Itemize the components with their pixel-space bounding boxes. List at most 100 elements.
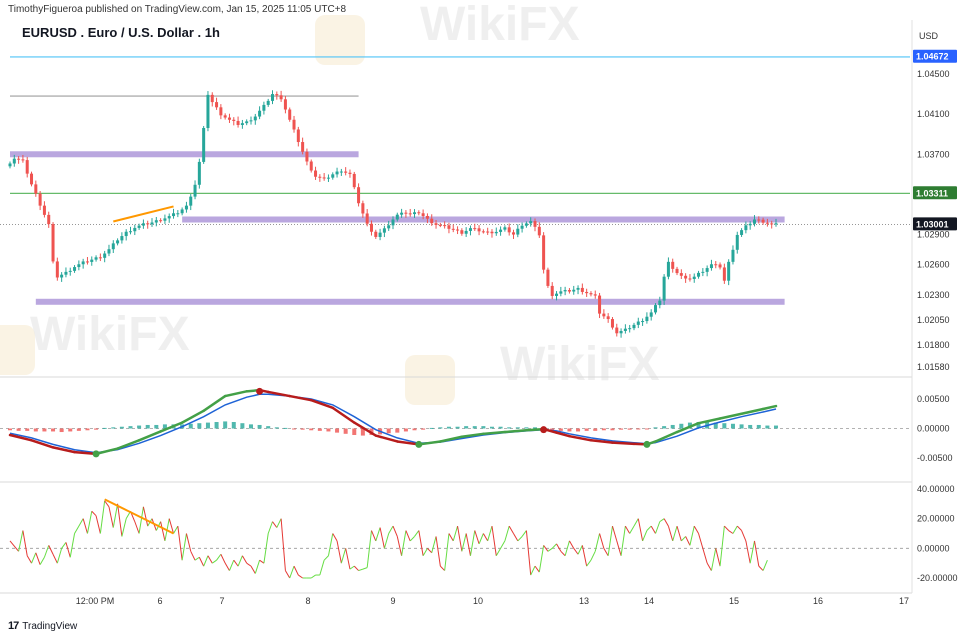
candle-body [30, 173, 34, 185]
macd-histogram-bar [214, 422, 219, 429]
macd-histogram-bar [601, 428, 606, 431]
time-tick-label: 15 [729, 596, 739, 606]
price-badge-label: 1.04672 [916, 52, 949, 62]
macd-line-segment [568, 434, 593, 442]
oscillator-line-segment [487, 525, 493, 542]
candle-body [395, 214, 399, 220]
oscillator-line-segment [121, 518, 127, 537]
candle-body [413, 212, 417, 215]
macd-histogram-bar [455, 426, 460, 429]
macd-histogram-bar [360, 428, 365, 436]
oscillator-line-segment [39, 556, 45, 565]
candle-body [632, 324, 636, 329]
macd-line-segment [675, 421, 700, 434]
candle-body [318, 176, 322, 178]
oscillator-line-segment [216, 553, 222, 561]
candle-body [679, 273, 683, 276]
oscillator-line-segment [272, 521, 278, 528]
macd-cross-marker [415, 440, 423, 448]
oscillator-line-segment [224, 562, 230, 571]
candle-body [451, 228, 455, 230]
candle-body [301, 142, 305, 152]
oscillator-line-segment [457, 525, 463, 552]
oscillator-line-segment [185, 533, 192, 552]
oscillator-line-segment [405, 530, 411, 542]
candle-body [180, 209, 184, 214]
price-trendline [113, 205, 174, 223]
oscillator-line-segment [758, 565, 764, 571]
watermark-logo-shape [405, 355, 455, 405]
candle-body [619, 330, 623, 334]
oscillator-pane [0, 498, 912, 579]
macd-histogram-bar [429, 427, 434, 429]
oscillator-line-segment [207, 555, 213, 564]
oscillator-line-segment [160, 521, 166, 542]
candle-body [288, 109, 292, 120]
oscillator-line-segment [78, 518, 84, 527]
macd-histogram-bar [326, 428, 331, 432]
macd-histogram-bar [8, 428, 12, 431]
macd-histogram-bar [59, 428, 64, 433]
candle-body [172, 213, 176, 217]
candle-body [511, 232, 516, 235]
oscillator-line-segment [513, 533, 519, 542]
candle-body [253, 116, 257, 121]
candle-body [146, 223, 150, 225]
macd-line-segment [51, 446, 76, 454]
candle-body [576, 287, 580, 290]
oscillator-line-segment [194, 556, 200, 561]
candle-body [219, 107, 223, 116]
oscillator-line-segment [349, 565, 355, 570]
candle-body [116, 240, 120, 244]
oscillator-line-segment [556, 543, 562, 552]
oscillator-line-segment [741, 530, 747, 542]
oscillator-line-segment [465, 533, 471, 556]
oscillator-line-segment [298, 574, 303, 579]
oscillator-line-segment [104, 500, 110, 508]
oscillator-line-segment [719, 526, 725, 567]
candle-body [240, 123, 244, 125]
candle-body [770, 223, 774, 225]
macd-histogram-bar [292, 428, 297, 430]
macd-line-segment [116, 439, 141, 450]
oscillator-line-segment [461, 533, 467, 552]
oscillator-line-segment [358, 568, 364, 572]
oscillator-line-segment [607, 526, 613, 556]
macd-histogram-bar [240, 423, 245, 429]
candle-body [387, 225, 391, 229]
candle-body [662, 276, 666, 301]
candle-body [684, 275, 688, 279]
candle-body [675, 268, 679, 274]
tradingview-logo[interactable]: 17 TradingView [8, 620, 77, 632]
oscillator-line-segment [500, 540, 506, 549]
macd-histogram-bar [515, 427, 520, 429]
candle-body [34, 184, 38, 194]
candle-body [154, 220, 158, 223]
price-tick-label: 1.02600 [917, 260, 950, 270]
candle-body [417, 212, 421, 214]
candle-body [718, 264, 722, 268]
oscillator-line-segment [99, 500, 106, 534]
oscillator-line-segment [534, 565, 540, 573]
candle-body [236, 120, 240, 125]
price-badge-label: 1.03311 [916, 188, 948, 198]
macd-histogram-bar [137, 425, 142, 429]
oscillator-line-segment [65, 542, 71, 558]
oscillator-line-segment [646, 525, 652, 531]
candle-body [563, 290, 567, 292]
oscillator-line-segment [181, 533, 187, 561]
oscillator-line-segment [663, 518, 669, 527]
macd-histogram-bar [102, 427, 107, 429]
oscillator-line-segment [689, 525, 695, 546]
macd-histogram-bar [756, 424, 761, 429]
candle-body [331, 174, 335, 178]
macd-histogram-bar [403, 428, 408, 432]
candle-body [404, 212, 408, 214]
price-axis: 1.04500 1.04100 1.03700 1.02900 1.02600 1.023… [913, 49, 958, 583]
candle-body [524, 223, 528, 226]
macd-cross-marker [92, 450, 100, 458]
candle-body [520, 225, 524, 229]
symbol-title[interactable]: EURUSD . Euro / U.S. Dollar . 1h [22, 25, 220, 40]
macd-histogram-bar [283, 427, 288, 429]
